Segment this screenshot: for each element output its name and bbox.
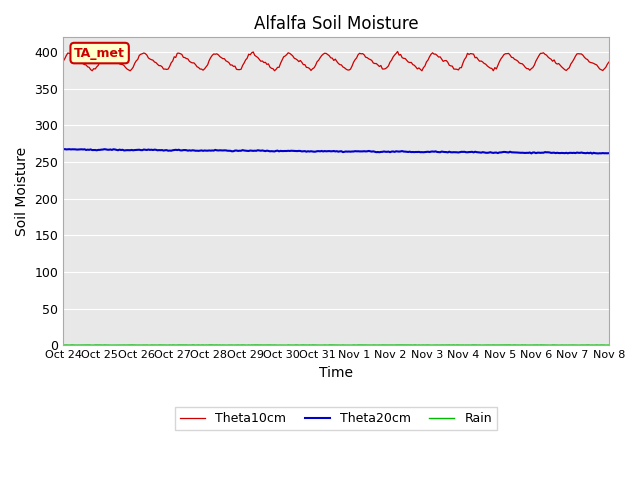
- Rain: [605, 342, 612, 348]
- Theta10cm: [300, 62, 307, 68]
- Theta20cm: [60, 146, 67, 152]
- Title: Alfalfa Soil Moisture: Alfalfa Soil Moisture: [253, 15, 419, 33]
- Theta10cm: [578, 51, 586, 57]
- Theta20cm: [223, 148, 231, 154]
- Theta10cm: [251, 52, 259, 58]
- Rain: [250, 342, 257, 348]
- Theta10cm: [394, 48, 401, 54]
- Rain: [578, 342, 586, 348]
- Text: TA_met: TA_met: [74, 47, 125, 60]
- Theta10cm: [242, 57, 250, 63]
- Theta10cm: [605, 59, 612, 65]
- Theta20cm: [605, 150, 612, 156]
- Theta10cm: [60, 58, 67, 64]
- Rain: [300, 342, 307, 348]
- Theta10cm: [126, 68, 134, 74]
- Rain: [254, 342, 262, 348]
- Theta20cm: [588, 151, 596, 156]
- Theta20cm: [128, 147, 136, 153]
- Theta10cm: [128, 66, 136, 72]
- Theta20cm: [61, 146, 68, 152]
- Line: Theta20cm: Theta20cm: [63, 149, 609, 154]
- Rain: [427, 342, 435, 348]
- Theta20cm: [251, 148, 259, 154]
- Theta20cm: [300, 148, 307, 154]
- Line: Theta10cm: Theta10cm: [63, 51, 609, 71]
- Y-axis label: Soil Moisture: Soil Moisture: [15, 147, 29, 236]
- Theta20cm: [576, 150, 584, 156]
- Rain: [222, 342, 230, 348]
- Legend: Theta10cm, Theta20cm, Rain: Theta10cm, Theta20cm, Rain: [175, 407, 497, 430]
- Rain: [240, 342, 248, 348]
- X-axis label: Time: Time: [319, 366, 353, 380]
- Rain: [126, 342, 134, 348]
- Theta10cm: [223, 59, 231, 64]
- Rain: [60, 342, 67, 348]
- Theta20cm: [242, 148, 250, 154]
